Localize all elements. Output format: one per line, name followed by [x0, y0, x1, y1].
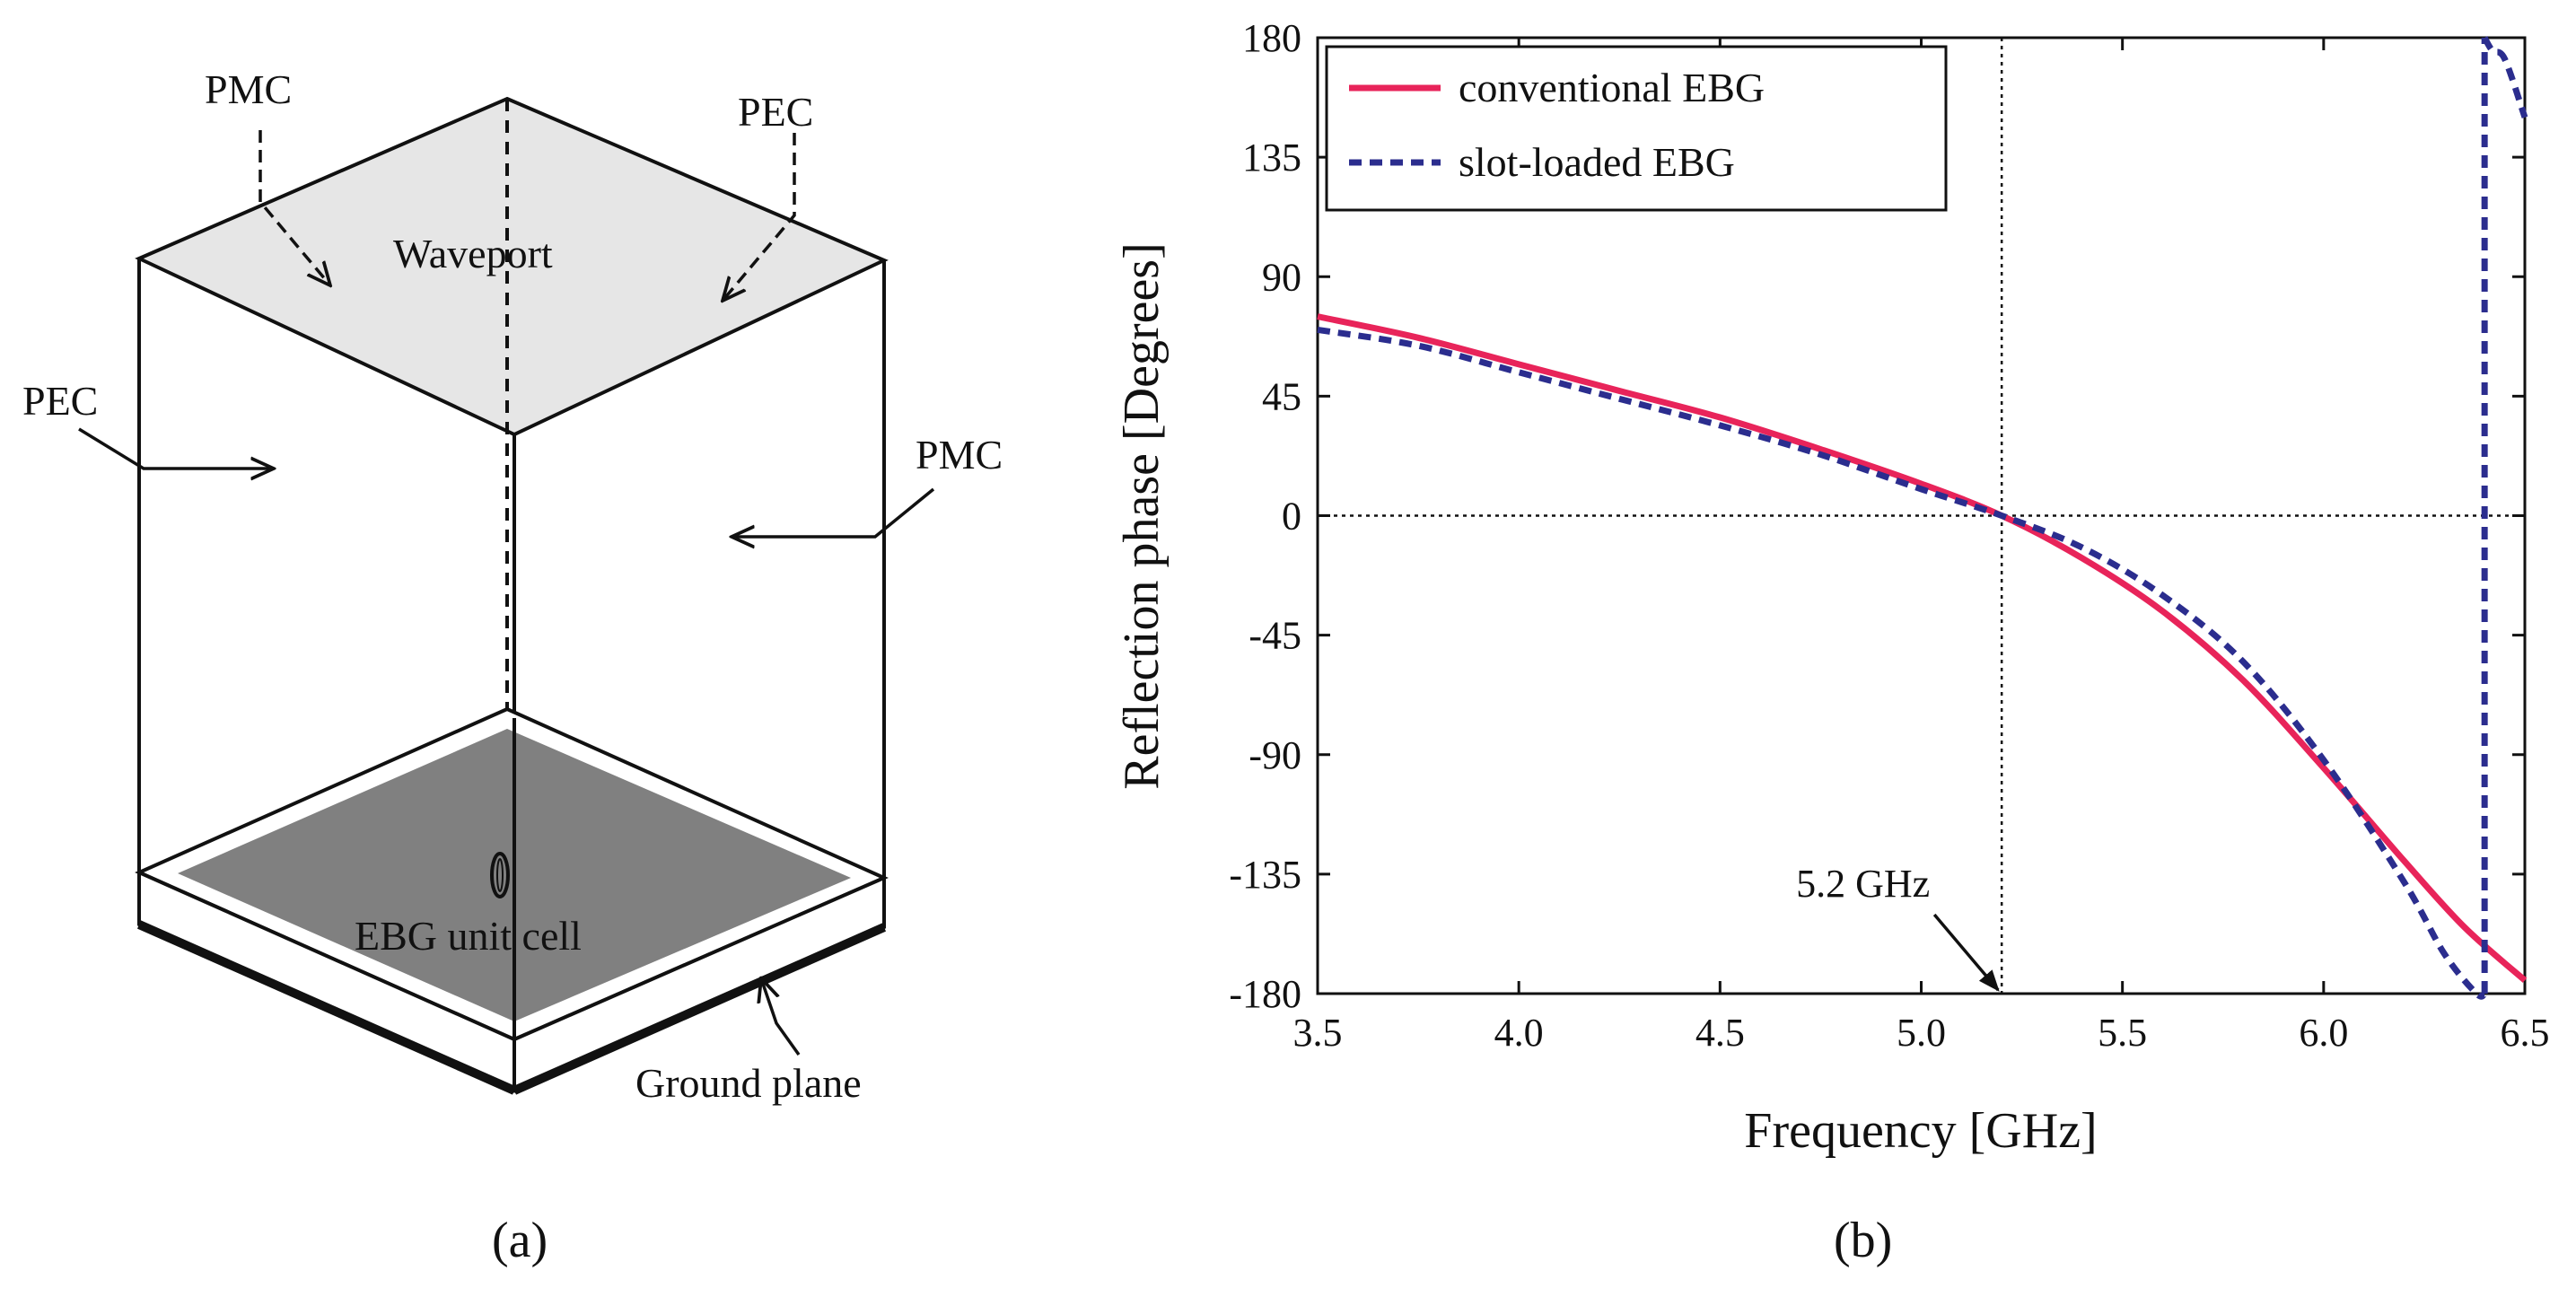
arrow-pec-left [78, 427, 274, 469]
ground-plane-edge-left [136, 920, 517, 1095]
arrow-pec-top [723, 133, 796, 301]
annotation-5-2-ghz: 5.2 GHz [1796, 862, 1930, 906]
setup-diagram: PMC PEC Waveport PEC PMC EBG unit cell G… [22, 66, 1003, 1106]
y-tick-label: -180 [1229, 972, 1301, 1016]
label-waveport: Waveport [393, 231, 553, 276]
via-icon-inner [496, 858, 504, 892]
y-tick-label: 90 [1262, 255, 1301, 299]
y-tick-label: -135 [1229, 853, 1301, 897]
x-tick-label: 6.5 [2501, 1011, 2550, 1055]
annotation-arrow [1932, 913, 2000, 992]
x-tick-label: 5.5 [2098, 1011, 2147, 1055]
label-ebg-unit-cell: EBG unit cell [355, 913, 582, 959]
y-tick-label: 45 [1262, 374, 1301, 418]
legend-label: slot-loaded EBG [1459, 139, 1735, 185]
label-pmc-top: PMC [205, 66, 292, 112]
legend-box [1325, 45, 1948, 212]
caption-b: (b) [1834, 1213, 1892, 1268]
via-icon [490, 852, 510, 898]
arrow-pmc-top [258, 130, 330, 285]
x-tick-label: 4.0 [1494, 1011, 1544, 1055]
x-tick-label: 3.5 [1293, 1011, 1343, 1055]
arrow-ground-plane [761, 978, 801, 1056]
x-tick-label: 5.0 [1897, 1011, 1946, 1055]
series-slot-loaded-ebg [1317, 326, 2487, 1000]
caption-a: (a) [492, 1213, 548, 1268]
label-pmc-right: PMC [916, 432, 1003, 478]
reflection-phase-chart: 3.5 4.0 4.5 5.0 5.5 6.0 6.5 180 135 90 45 0 -45 -90 -1… [1114, 16, 2550, 1159]
y-tick-label: -45 [1249, 614, 1301, 658]
label-ground-plane: Ground plane [635, 1060, 862, 1106]
x-axis-title: Frequency [GHz] [1744, 1103, 2097, 1159]
arrow-pmc-right [732, 487, 935, 537]
x-tick-label: 4.5 [1695, 1011, 1745, 1055]
legend-label: conventional EBG [1459, 65, 1765, 110]
y-axis-title: Reflection phase [Degrees] [1114, 242, 1170, 790]
y-tick-label: 0 [1282, 495, 1301, 539]
y-tick-label: 180 [1242, 16, 1301, 60]
legend: conventional EBG slot-loaded EBG [1325, 45, 1948, 212]
label-pec-top: PEC [738, 89, 813, 135]
y-tick-label: -90 [1249, 733, 1301, 777]
y-tick-label: 135 [1242, 136, 1301, 180]
x-tick-label: 6.0 [2299, 1011, 2348, 1055]
ground-plane-edge-right [512, 923, 887, 1095]
series-slot-loaded-ebg [2482, 36, 2528, 118]
label-pec-left: PEC [22, 378, 98, 424]
